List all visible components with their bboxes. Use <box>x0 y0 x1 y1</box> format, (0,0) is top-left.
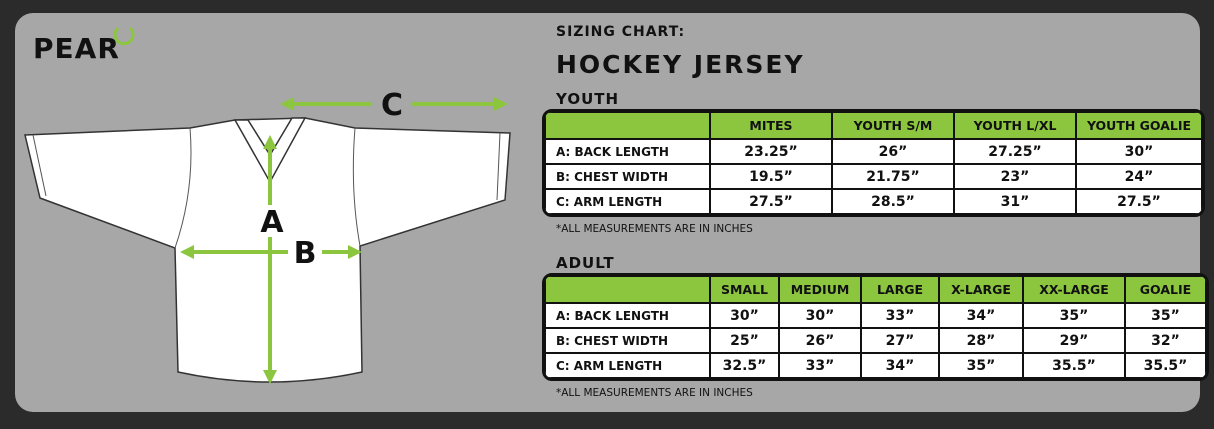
table-row: A: BACK LENGTH 23.25” 26” 27.25” 30” <box>545 139 1202 164</box>
cell: 34” <box>939 303 1023 328</box>
column-header: YOUTH GOALIE <box>1076 112 1202 139</box>
row-label: A: BACK LENGTH <box>545 303 710 328</box>
table-row: C: ARM LENGTH 27.5” 28.5” 31” 27.5” <box>545 189 1202 214</box>
column-header: X-LARGE <box>939 276 1023 303</box>
label-b: B <box>294 236 317 271</box>
cell: 35” <box>1125 303 1206 328</box>
table-title: ADULT <box>556 254 615 272</box>
table-title: YOUTH <box>556 90 620 108</box>
cell: 23.25” <box>710 139 832 164</box>
size-table: SMALL MEDIUM LARGE X-LARGE XX-LARGE GOALIE A: … <box>542 273 1209 381</box>
cell: 27” <box>861 328 939 353</box>
table-note: *ALL MEASUREMENTS ARE IN INCHES <box>556 223 753 235</box>
column-header: YOUTH L/XL <box>954 112 1076 139</box>
cell: 35” <box>939 353 1023 378</box>
jersey-seams <box>32 127 501 249</box>
cell: 26” <box>832 139 954 164</box>
row-label: B: CHEST WIDTH <box>545 164 710 189</box>
size-table: MITES YOUTH S/M YOUTH L/XL YOUTH GOALIE A: B… <box>542 109 1205 217</box>
cell: 29” <box>1023 328 1125 353</box>
cell: 30” <box>710 303 779 328</box>
column-header: LARGE <box>861 276 939 303</box>
column-header: MITES <box>710 112 832 139</box>
cell: 28.5” <box>832 189 954 214</box>
cell: 31” <box>954 189 1076 214</box>
header-row: MITES YOUTH S/M YOUTH L/XL YOUTH GOALIE <box>545 112 1202 139</box>
cell: 27.25” <box>954 139 1076 164</box>
cell: 30” <box>779 303 861 328</box>
cell: 27.5” <box>1076 189 1202 214</box>
cell: 19.5” <box>710 164 832 189</box>
header-cell <box>545 112 710 139</box>
header-cell <box>545 276 710 303</box>
cell: 25” <box>710 328 779 353</box>
cell: 35” <box>1023 303 1125 328</box>
table-row: C: ARM LENGTH 32.5” 33” 34” 35” 35.5” 35.5” <box>545 353 1206 378</box>
label-a: A <box>260 205 284 240</box>
cell: 35.5” <box>1125 353 1206 378</box>
cell: 24” <box>1076 164 1202 189</box>
logo: PEAR <box>33 32 120 65</box>
cell: 35.5” <box>1023 353 1125 378</box>
arrows <box>180 97 508 384</box>
cell: 32” <box>1125 328 1206 353</box>
table-row: B: CHEST WIDTH 25” 26” 27” 28” 29” 32” <box>545 328 1206 353</box>
cell: 23” <box>954 164 1076 189</box>
label-c: C <box>381 88 403 123</box>
column-header: MEDIUM <box>779 276 861 303</box>
cell: 28” <box>939 328 1023 353</box>
kicker: SIZING CHART: <box>556 24 686 40</box>
cell: 33” <box>861 303 939 328</box>
row-label: A: BACK LENGTH <box>545 139 710 164</box>
cell: 27.5” <box>710 189 832 214</box>
jersey-diagram: PEAR C A B <box>24 26 511 384</box>
table-row: B: CHEST WIDTH 19.5” 21.75” 23” 24” <box>545 164 1202 189</box>
cell: 21.75” <box>832 164 954 189</box>
cell: 34” <box>861 353 939 378</box>
table-note: *ALL MEASUREMENTS ARE IN INCHES <box>556 387 753 399</box>
row-label: B: CHEST WIDTH <box>545 328 710 353</box>
column-header: GOALIE <box>1125 276 1206 303</box>
column-header: SMALL <box>710 276 779 303</box>
header-row: SMALL MEDIUM LARGE X-LARGE XX-LARGE GOALIE <box>545 276 1206 303</box>
column-header: YOUTH S/M <box>832 112 954 139</box>
cell: 30” <box>1076 139 1202 164</box>
cell: 33” <box>779 353 861 378</box>
cell: 32.5” <box>710 353 779 378</box>
row-label: C: ARM LENGTH <box>545 189 710 214</box>
cell: 26” <box>779 328 861 353</box>
logo-drop <box>113 26 135 46</box>
row-label: C: ARM LENGTH <box>545 353 710 378</box>
title: HOCKEY JERSEY <box>556 50 805 79</box>
column-header: XX-LARGE <box>1023 276 1125 303</box>
table-row: A: BACK LENGTH 30” 30” 33” 34” 35” 35” <box>545 303 1206 328</box>
